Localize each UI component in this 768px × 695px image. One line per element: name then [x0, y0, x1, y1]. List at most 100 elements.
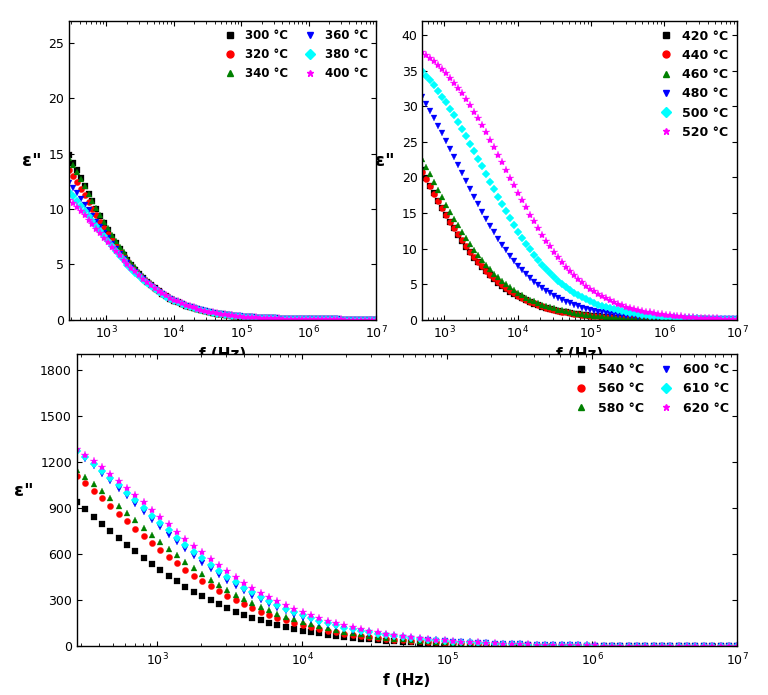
320 °C — [336, 316, 346, 324]
Line: 480 °C: 480 °C — [419, 94, 740, 322]
500 °C — [609, 305, 618, 313]
400 °C — [274, 314, 283, 322]
500 °C — [558, 280, 567, 288]
380 °C — [263, 314, 272, 322]
600 °C — [498, 640, 508, 648]
520 °C — [605, 296, 614, 304]
600 °C — [365, 630, 374, 638]
440 °C — [418, 167, 427, 176]
Line: 380 °C: 380 °C — [66, 189, 379, 322]
380 °C — [336, 316, 346, 324]
480 °C — [418, 93, 427, 101]
340 °C — [200, 306, 210, 315]
360 °C — [263, 314, 272, 322]
610 °C — [498, 639, 508, 648]
340 °C — [372, 316, 381, 324]
420 °C — [633, 314, 642, 322]
620 °C — [72, 444, 81, 452]
Legend: 540 °C, 560 °C, 580 °C, 600 °C, 610 °C, 620 °C: 540 °C, 560 °C, 580 °C, 600 °C, 610 °C, … — [567, 361, 731, 417]
600 °C — [72, 448, 81, 457]
420 °C — [418, 166, 427, 174]
320 °C — [200, 307, 210, 316]
580 °C — [72, 466, 81, 475]
Line: 500 °C: 500 °C — [419, 68, 740, 322]
620 °C — [365, 627, 374, 635]
480 °C — [605, 309, 614, 318]
500 °C — [697, 314, 706, 322]
460 °C — [609, 313, 618, 321]
560 °C — [657, 642, 667, 651]
580 °C — [365, 632, 374, 640]
300 °C — [200, 307, 210, 316]
540 °C — [657, 642, 667, 651]
610 °C — [657, 642, 667, 651]
460 °C — [697, 316, 706, 324]
400 °C — [65, 195, 74, 204]
400 °C — [200, 306, 210, 315]
380 °C — [251, 313, 260, 322]
X-axis label: f (Hz): f (Hz) — [199, 347, 247, 361]
320 °C — [65, 165, 74, 174]
Line: 360 °C: 360 °C — [66, 179, 379, 322]
340 °C — [336, 316, 346, 324]
580 °C — [474, 639, 483, 648]
460 °C — [633, 314, 642, 322]
Line: 400 °C: 400 °C — [65, 195, 380, 324]
480 °C — [558, 296, 567, 304]
610 °C — [365, 628, 374, 637]
Y-axis label: ε": ε" — [376, 152, 395, 170]
540 °C — [474, 641, 483, 649]
520 °C — [621, 302, 631, 311]
320 °C — [263, 314, 272, 322]
440 °C — [621, 314, 631, 322]
X-axis label: f (Hz): f (Hz) — [383, 673, 431, 688]
520 °C — [558, 258, 567, 266]
380 °C — [274, 314, 283, 322]
400 °C — [247, 313, 257, 321]
Line: 580 °C: 580 °C — [74, 467, 740, 649]
500 °C — [733, 315, 742, 323]
Line: 560 °C: 560 °C — [74, 473, 740, 649]
580 °C — [465, 639, 475, 648]
560 °C — [474, 640, 483, 648]
500 °C — [605, 304, 614, 313]
380 °C — [65, 188, 74, 196]
600 °C — [474, 639, 483, 647]
620 °C — [524, 640, 533, 648]
580 °C — [524, 641, 533, 649]
580 °C — [657, 642, 667, 651]
300 °C — [247, 313, 257, 322]
620 °C — [657, 641, 667, 650]
610 °C — [524, 640, 533, 648]
Line: 600 °C: 600 °C — [74, 449, 740, 649]
560 °C — [733, 642, 742, 651]
620 °C — [733, 642, 742, 651]
610 °C — [733, 642, 742, 651]
580 °C — [498, 640, 508, 648]
Line: 620 °C: 620 °C — [73, 444, 741, 651]
560 °C — [498, 641, 508, 649]
420 °C — [733, 316, 742, 324]
Line: 420 °C: 420 °C — [419, 167, 740, 322]
360 °C — [65, 179, 74, 187]
520 °C — [633, 306, 642, 314]
Line: 610 °C: 610 °C — [74, 448, 740, 649]
460 °C — [418, 155, 427, 163]
300 °C — [65, 151, 74, 159]
500 °C — [418, 67, 427, 75]
520 °C — [609, 298, 618, 306]
420 °C — [605, 313, 614, 322]
560 °C — [365, 633, 374, 641]
Line: 540 °C: 540 °C — [74, 499, 740, 649]
420 °C — [558, 308, 567, 316]
500 °C — [621, 308, 631, 316]
360 °C — [200, 307, 210, 316]
300 °C — [372, 316, 381, 324]
460 °C — [605, 313, 614, 321]
320 °C — [274, 314, 283, 322]
Y-axis label: ε": ε" — [14, 482, 33, 500]
460 °C — [558, 306, 567, 315]
340 °C — [247, 313, 257, 321]
Line: 520 °C: 520 °C — [419, 47, 741, 323]
560 °C — [465, 639, 475, 648]
